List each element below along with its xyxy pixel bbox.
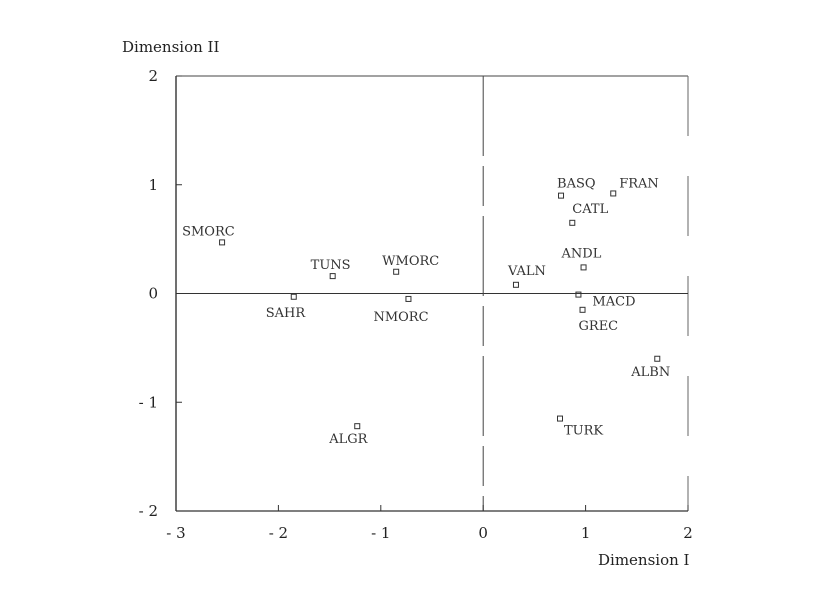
data-point-marker <box>610 190 617 197</box>
data-point-label: CATL <box>572 202 608 217</box>
x-tick-label: 1 <box>581 524 591 542</box>
data-point-marker <box>579 306 586 313</box>
x-axis-title: Dimension I <box>598 551 690 569</box>
data-point-label: GREC <box>579 319 619 334</box>
x-tick-label: 2 <box>683 524 693 542</box>
y-tick-label: 1 <box>148 176 158 194</box>
y-axis-title: Dimension II <box>122 38 219 56</box>
data-point-marker <box>557 415 563 422</box>
x-tick-label: 0 <box>478 524 488 542</box>
data-point-label: SAHR <box>266 306 307 321</box>
y-tick-label: 0 <box>148 285 158 303</box>
data-point-marker <box>405 295 412 302</box>
y-tick-label: 2 <box>148 67 158 85</box>
data-point-marker <box>512 281 519 288</box>
data-point-label: VALN <box>507 264 546 279</box>
data-point-marker <box>290 293 297 300</box>
data-point-label: FRAN <box>619 176 659 191</box>
x-tick-label: - 2 <box>269 524 288 542</box>
data-point-label: ALBN <box>630 365 670 380</box>
data-point-label: NMORC <box>373 310 428 325</box>
data-point-marker <box>569 219 576 226</box>
y-tick-label: - 2 <box>139 502 158 520</box>
data-point-label: WMORC <box>382 254 439 269</box>
data-point-marker <box>354 423 361 430</box>
data-point-label: ALGR <box>328 432 368 447</box>
data-point-marker <box>654 355 661 362</box>
y-tick-label: - 1 <box>139 393 158 411</box>
data-point-label: TUNS <box>311 258 351 273</box>
data-point-label: BASQ <box>557 177 596 192</box>
data-point-marker <box>219 239 226 246</box>
x-tick-label: - 3 <box>166 524 185 542</box>
data-point-label: MACD <box>592 295 635 310</box>
data-point-marker <box>393 268 400 275</box>
data-point-marker <box>580 264 587 271</box>
data-point-marker <box>329 273 336 280</box>
x-tick-label: - 1 <box>371 524 390 542</box>
data-point-label: TURK <box>564 424 603 439</box>
data-point-marker <box>558 192 565 199</box>
data-point-marker <box>575 291 582 298</box>
data-point-label: ANDL <box>561 246 602 261</box>
data-point-label: SMORC <box>182 224 235 239</box>
